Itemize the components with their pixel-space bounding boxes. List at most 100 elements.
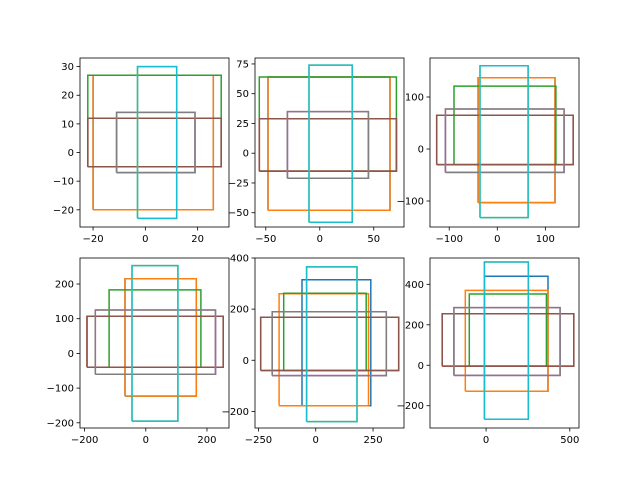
- axes-frame: [79, 257, 230, 429]
- series-line-10: [305, 266, 358, 423]
- series-line-4: [435, 114, 574, 166]
- x-tick-label: 0: [313, 435, 319, 446]
- y-tick-label: 200: [230, 305, 249, 316]
- series-line-1: [477, 77, 556, 204]
- subplot-5: −250 0 250 −200 0 200 400: [222, 254, 405, 446]
- series-line-7: [286, 110, 370, 179]
- axes-frame: [429, 57, 580, 228]
- series-line-3: [258, 76, 398, 172]
- series-line-6: [86, 315, 224, 369]
- y-tick-label: −200: [397, 401, 424, 412]
- plot-area: [441, 261, 575, 421]
- y-tick-label: 50: [236, 89, 249, 100]
- y-tick-label: −200: [47, 418, 74, 429]
- series-line-10: [483, 261, 530, 421]
- y-tick-label: −25: [228, 178, 249, 189]
- y-tick-label: 0: [68, 349, 74, 360]
- x-tick-label: 0: [143, 435, 149, 446]
- series-line-9: [308, 64, 353, 223]
- series-line-9: [479, 65, 529, 219]
- plot-area: [435, 65, 574, 219]
- plot-area: [87, 65, 222, 220]
- series-line-6: [259, 316, 400, 372]
- series-line-1: [301, 278, 372, 407]
- series-line-5: [286, 117, 370, 179]
- series-line-2: [124, 278, 198, 397]
- y-tick-label: 100: [405, 93, 424, 104]
- y-tick-label: 200: [55, 280, 74, 291]
- series-line-9: [136, 65, 178, 220]
- series-line-1: [124, 278, 198, 397]
- x-tick-label: 0: [317, 234, 323, 245]
- y-tick-label: 30: [61, 62, 74, 73]
- series-line-2: [278, 293, 370, 407]
- plot-area: [259, 266, 400, 423]
- series-line-8: [94, 309, 217, 375]
- series-line-7: [444, 108, 565, 174]
- series-line-2: [477, 77, 556, 204]
- series-line-8: [453, 306, 561, 377]
- subplot-6: 0 500 −200 0 200 400: [397, 257, 580, 446]
- series-line-6: [87, 117, 222, 168]
- series-line-7: [115, 111, 196, 174]
- y-tick-label: −10: [53, 177, 74, 188]
- x-tick-label: 100: [536, 234, 555, 245]
- y-tick-label: 25: [236, 119, 249, 130]
- y-tick-label: 400: [230, 254, 249, 265]
- series-line-9: [305, 266, 358, 423]
- series-line-9: [131, 264, 179, 422]
- series-line-10: [131, 264, 179, 422]
- series-line-6: [435, 114, 574, 166]
- series-line-4: [87, 117, 222, 168]
- series-line-6: [258, 117, 398, 172]
- x-tick-label: 0: [142, 234, 148, 245]
- series-line-7: [94, 309, 217, 375]
- x-tick-label: −20: [83, 234, 104, 245]
- y-tick-label: 10: [61, 119, 74, 130]
- series-line-3: [108, 289, 202, 369]
- series-line-8: [115, 111, 196, 174]
- plot-area: [86, 264, 224, 422]
- x-tick-label: 0: [483, 435, 489, 446]
- x-tick-label: −50: [255, 234, 276, 245]
- y-tick-label: 0: [243, 149, 249, 160]
- y-tick-label: 0: [68, 148, 74, 159]
- y-tick-label: −100: [47, 384, 74, 395]
- x-tick-label: 20: [191, 234, 204, 245]
- y-tick-label: 200: [405, 320, 424, 331]
- y-tick-label: −100: [397, 197, 424, 208]
- series-line-5: [94, 315, 217, 375]
- series-line-9: [483, 261, 530, 421]
- x-tick-label: 50: [367, 234, 380, 245]
- y-tick-label: 400: [405, 280, 424, 291]
- series-line-10: [308, 64, 353, 223]
- x-tick-label: −200: [71, 435, 98, 446]
- series-line-10: [136, 65, 178, 220]
- x-tick-label: 500: [560, 435, 579, 446]
- series-line-4: [258, 117, 398, 172]
- series-line-8: [286, 110, 370, 179]
- axes-frame: [254, 257, 405, 429]
- x-tick-label: −100: [435, 234, 462, 245]
- series-line-5: [444, 114, 565, 174]
- y-tick-label: 100: [55, 314, 74, 325]
- axes-frame: [429, 257, 580, 429]
- subplot-1: −20 0 20 −20 −10 0 10 20 30: [53, 57, 230, 245]
- subplot-2: −50 0 50 −50 −25 0 25 50 75: [228, 57, 405, 245]
- x-tick-label: −250: [245, 435, 272, 446]
- series-line-6: [441, 312, 575, 367]
- series-line-3: [453, 85, 557, 166]
- y-tick-label: 20: [61, 91, 74, 102]
- series-line-3: [282, 292, 367, 372]
- series-line-8: [444, 108, 565, 174]
- series-line-3: [468, 293, 548, 367]
- y-tick-label: −20: [53, 205, 74, 216]
- y-tick-label: 75: [236, 59, 249, 70]
- series-line-4: [86, 315, 224, 369]
- plot-area: [258, 64, 398, 223]
- x-tick-label: 250: [364, 435, 383, 446]
- series-line-1: [267, 76, 391, 212]
- series-line-4: [259, 316, 400, 372]
- y-tick-label: 0: [418, 361, 424, 372]
